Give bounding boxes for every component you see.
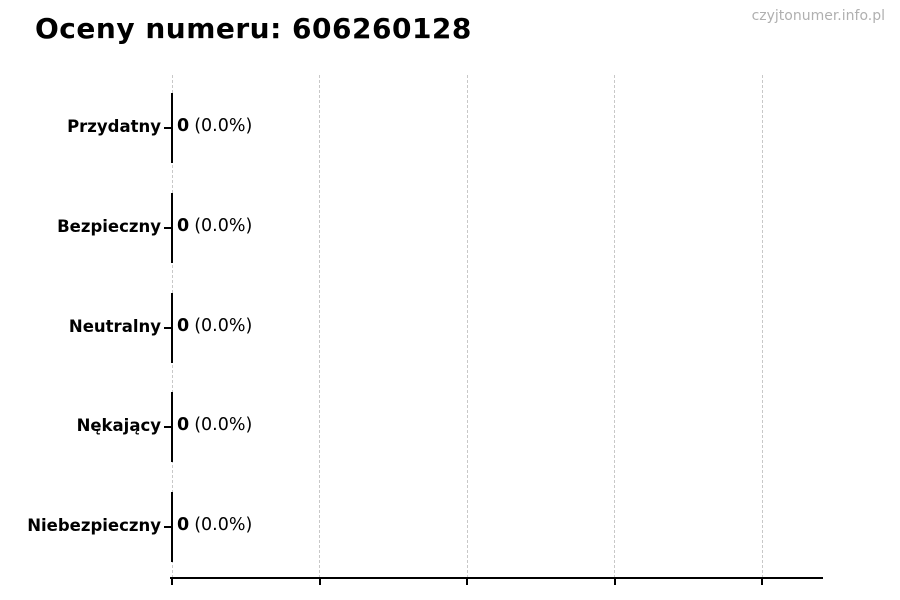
- bar-zero-value: [171, 293, 173, 363]
- bar-value-count: 0: [177, 116, 190, 136]
- bar-value-percent: (0.0%): [194, 316, 253, 336]
- chart-title: Oceny numeru: 606260128: [35, 12, 472, 45]
- bar-value-count: 0: [177, 216, 190, 236]
- gridline: [466, 75, 468, 578]
- bar-zero-value: [171, 193, 173, 263]
- bar-value-label: 0 (0.0%): [177, 316, 252, 336]
- bar-value-count: 0: [177, 415, 190, 435]
- bar-value-percent: (0.0%): [194, 515, 253, 535]
- category-label: Bezpieczny: [57, 217, 161, 236]
- x-axis-tick: [761, 579, 763, 585]
- x-axis-tick: [171, 579, 173, 585]
- x-axis-line: [170, 577, 823, 579]
- bar-value-label: 0 (0.0%): [177, 515, 252, 535]
- y-axis-tick: [164, 526, 172, 528]
- gridline: [761, 75, 763, 578]
- category-label: Przydatny: [67, 117, 161, 136]
- x-axis-tick: [613, 579, 616, 585]
- bar-value-percent: (0.0%): [194, 216, 253, 236]
- gridline: [614, 75, 615, 578]
- bar-value-label: 0 (0.0%): [177, 415, 252, 435]
- y-axis-tick: [164, 426, 172, 428]
- bar-value-count: 0: [177, 316, 190, 336]
- y-axis-tick: [164, 227, 172, 229]
- bar-value-percent: (0.0%): [194, 116, 253, 136]
- category-label: Nękający: [76, 416, 161, 435]
- x-axis-tick: [318, 579, 321, 585]
- category-label: Niebezpieczny: [27, 516, 161, 535]
- bar-zero-value: [171, 392, 173, 462]
- bar-zero-value: [171, 492, 173, 562]
- y-axis-tick: [164, 327, 172, 329]
- x-axis-tick: [466, 579, 468, 585]
- bar-zero-value: [171, 93, 173, 163]
- watermark: czyjtonumer.info.pl: [751, 8, 885, 24]
- bar-value-label: 0 (0.0%): [177, 216, 252, 236]
- category-label: Neutralny: [68, 317, 161, 336]
- y-axis-tick: [164, 127, 172, 129]
- bar-value-label: 0 (0.0%): [177, 116, 252, 136]
- bar-value-count: 0: [177, 515, 190, 535]
- bar-value-percent: (0.0%): [194, 415, 253, 435]
- gridline: [319, 75, 320, 578]
